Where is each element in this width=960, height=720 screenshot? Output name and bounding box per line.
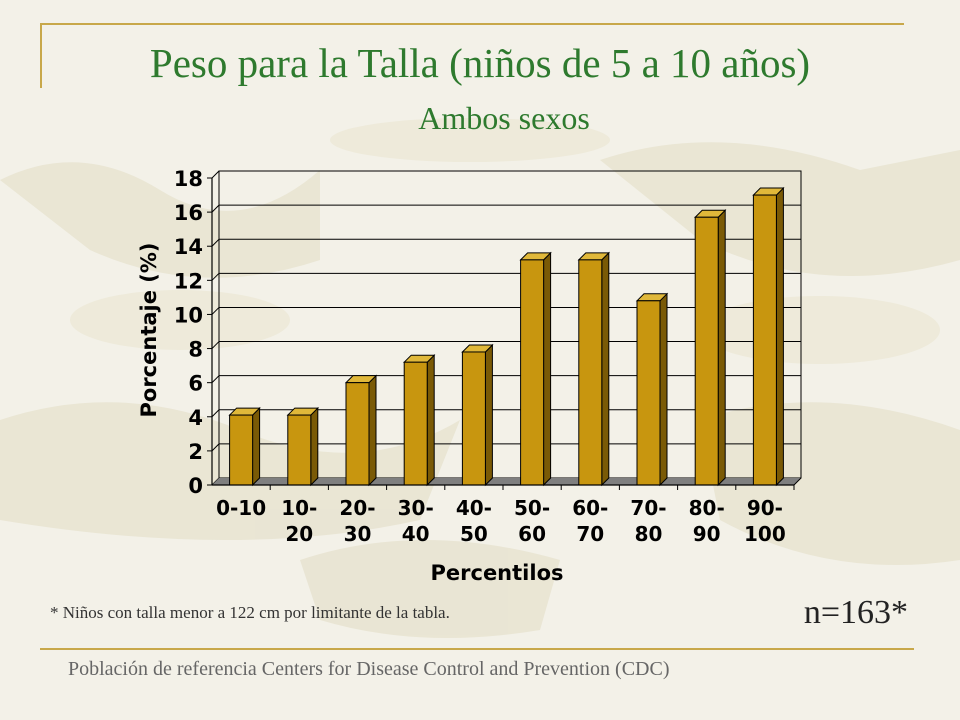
- x-axis-label: Percentilos: [431, 561, 564, 585]
- x-tick-label: 30: [344, 522, 372, 546]
- x-tick-label: 30-: [398, 496, 434, 520]
- bar-front: [345, 382, 370, 486]
- y-tick-label: 10: [174, 303, 203, 327]
- x-tick-label: 100: [744, 522, 786, 546]
- x-tick-label: 20: [285, 522, 313, 546]
- bar-front: [752, 194, 777, 486]
- x-tick-label: 60: [518, 522, 546, 546]
- bar-side: [543, 251, 552, 487]
- floor-edge: [793, 477, 802, 486]
- bar: [519, 251, 552, 487]
- y-tick-label: 4: [188, 406, 203, 430]
- gridline-depth: [211, 443, 220, 452]
- axes: [207, 177, 802, 490]
- slide-title: Peso para la Talla (niños de 5 a 10 años…: [149, 40, 811, 86]
- y-tick-label: 12: [174, 269, 203, 293]
- bar-front: [403, 361, 428, 486]
- bottom-rule: [40, 648, 914, 650]
- bar-side: [310, 406, 319, 487]
- left-rule: [40, 23, 42, 88]
- bar-front: [461, 351, 486, 486]
- bar-front: [287, 414, 312, 486]
- bar-side: [368, 374, 377, 487]
- x-tick-label: 90-: [747, 496, 783, 520]
- gridline-depth: [211, 409, 220, 418]
- gridline-depth: [211, 307, 220, 315]
- bar-side: [426, 353, 435, 487]
- bar: [693, 209, 727, 487]
- y-tick-labels: 0 2 4 6 8 10 12 14 16 18: [174, 167, 203, 498]
- bar-side: [484, 343, 493, 487]
- x-tick-label: 80: [635, 522, 663, 546]
- bar: [228, 406, 261, 487]
- bar: [752, 186, 785, 487]
- y-tick-label: 0: [188, 474, 203, 498]
- gridline-depth: [211, 170, 220, 179]
- slide-subtitle: Ambos sexos: [418, 100, 590, 136]
- footnote: * Niños con talla menor a 122 cm por lim…: [50, 603, 450, 622]
- bar-side: [252, 406, 261, 487]
- x-tick-label: 40-: [456, 496, 492, 520]
- sample-size: n=163*: [803, 594, 908, 631]
- bar: [577, 251, 611, 487]
- bars: [228, 186, 785, 487]
- x-tick-label: 10-: [281, 496, 317, 520]
- gridline-depth: [211, 375, 220, 384]
- bar: [344, 374, 378, 487]
- y-tick-label: 6: [188, 372, 203, 396]
- x-tick-label: 40: [402, 522, 430, 546]
- bar: [635, 292, 669, 487]
- bar-front: [229, 414, 254, 486]
- x-tick-label: 70-: [630, 496, 666, 520]
- top-rule: [40, 23, 904, 25]
- bar-front: [694, 216, 719, 486]
- x-tick-label: 60-: [572, 496, 608, 520]
- bar-side: [775, 186, 784, 487]
- bar: [286, 406, 320, 487]
- bar-side: [601, 251, 610, 487]
- y-tick-label: 2: [188, 440, 203, 464]
- y-tick-label: 14: [174, 235, 203, 259]
- y-tick-label: 8: [188, 338, 203, 362]
- x-tick-label: 0-10: [216, 496, 266, 520]
- y-tick-label: 18: [174, 167, 203, 191]
- x-tick-label: 70: [576, 522, 604, 546]
- y-axis-label: Porcentaje (%): [137, 242, 161, 417]
- gridline-depth: [211, 341, 220, 349]
- bar-front: [520, 259, 545, 486]
- x-tick-label: 20-: [339, 496, 375, 520]
- source-note: Población de referencia Centers for Dise…: [68, 658, 670, 680]
- bar-side: [659, 292, 668, 487]
- x-tick-label: 50-: [514, 496, 550, 520]
- bar: [461, 343, 494, 487]
- x-tick-label: 50: [460, 522, 488, 546]
- bar-side: [717, 209, 726, 487]
- x-tick-label: 80-: [689, 496, 725, 520]
- gridline-depth: [211, 238, 220, 247]
- x-tick-label: 90: [693, 522, 721, 546]
- bar-front: [578, 259, 603, 486]
- bar: [402, 353, 436, 487]
- y-tick-label: 16: [174, 201, 203, 225]
- gridline-depth: [211, 272, 220, 281]
- gridline-depth: [211, 204, 220, 213]
- bar-front: [636, 300, 661, 486]
- x-tick-labels: 0-10 10-20 20-30 30-40 40-50 50-60 60-70 70-80 8…: [216, 496, 786, 546]
